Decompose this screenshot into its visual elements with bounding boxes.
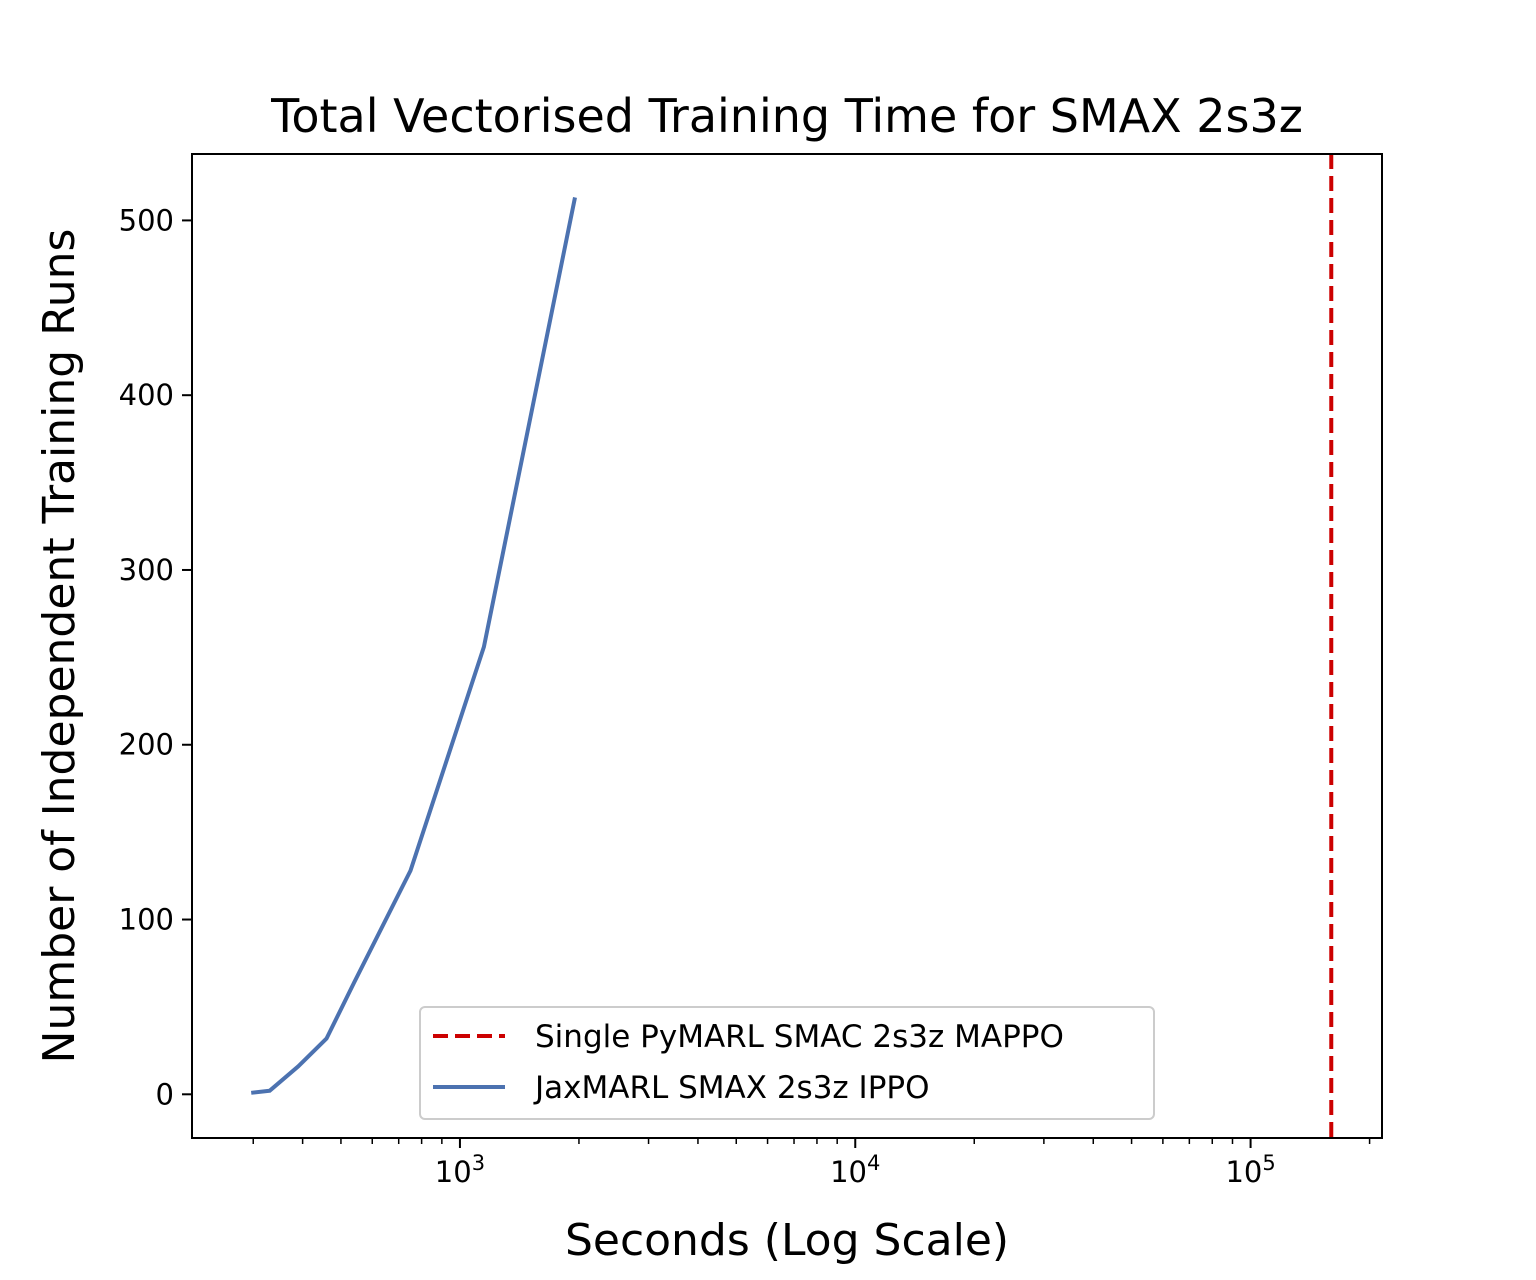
series-line-0 [250, 197, 577, 1095]
x-tick-label: 104 [830, 1151, 880, 1189]
x-minor-ticks [252, 1138, 1371, 1144]
x-tick-label: 105 [1225, 1151, 1275, 1189]
y-ticks: 0 100 200 300 400 500 [119, 203, 192, 1111]
y-tick-label: 200 [119, 728, 174, 762]
y-tick-label: 300 [119, 553, 174, 587]
legend-box [419, 1006, 1155, 1120]
plot-frame [191, 153, 1383, 1139]
plot-area [191, 153, 1383, 1139]
legend-label-vline: Single PyMARL SMAC 2s3z MAPPO [535, 1019, 1064, 1055]
x-ticks: 103 104 105 [435, 1138, 1276, 1189]
y-tick-label: 500 [119, 203, 174, 237]
y-tick-label: 0 [156, 1077, 174, 1111]
x-tick-label: 103 [435, 1151, 485, 1189]
y-tick-label: 400 [119, 378, 174, 412]
legend-label-series: JaxMARL SMAX 2s3z IPPO [533, 1070, 929, 1106]
legend: Single PyMARL SMAC 2s3z MAPPO JaxMARL SM… [419, 1006, 1155, 1120]
y-axis-label: Number of Independent Training Runs [34, 229, 85, 1064]
x-axis-label: Seconds (Log Scale) [565, 1215, 1009, 1266]
chart-title: Total Vectorised Training Time for SMAX … [270, 89, 1303, 143]
y-tick-label: 100 [119, 903, 174, 937]
